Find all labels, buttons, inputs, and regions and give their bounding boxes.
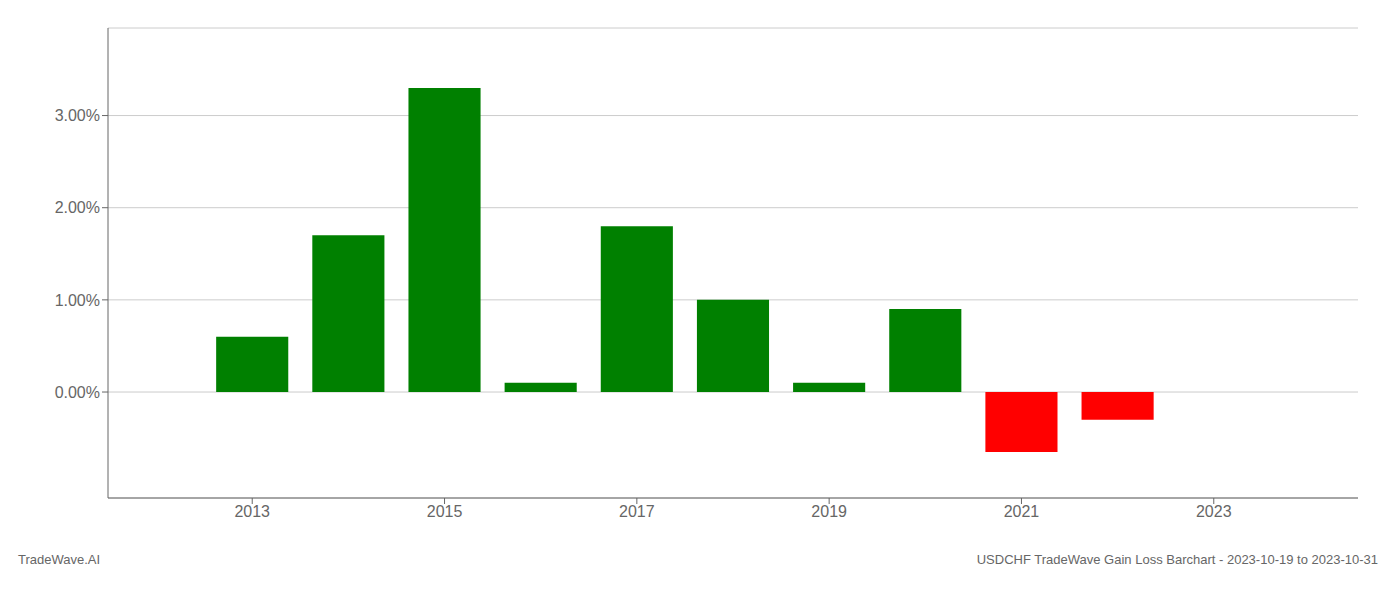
- svg-text:1.00%: 1.00%: [55, 292, 100, 309]
- svg-text:2017: 2017: [619, 503, 655, 520]
- svg-text:3.00%: 3.00%: [55, 107, 100, 124]
- html-text:USDCHF TradeWave Gain Loss Bar: USDCHF TradeWave Gain Loss Barchart - 20…: [976, 552, 1378, 567]
- svg-text:2023: 2023: [1196, 503, 1232, 520]
- svg-text:2021: 2021: [1004, 503, 1040, 520]
- svg-text:2019: 2019: [811, 503, 847, 520]
- svg-text:2.00%: 2.00%: [55, 199, 100, 216]
- svg-text:2013: 2013: [234, 503, 270, 520]
- svg-text:2015: 2015: [427, 503, 463, 520]
- html-text:TradeWave.AI: TradeWave.AI: [18, 552, 101, 567]
- svg-text:0.00%: 0.00%: [55, 384, 100, 401]
